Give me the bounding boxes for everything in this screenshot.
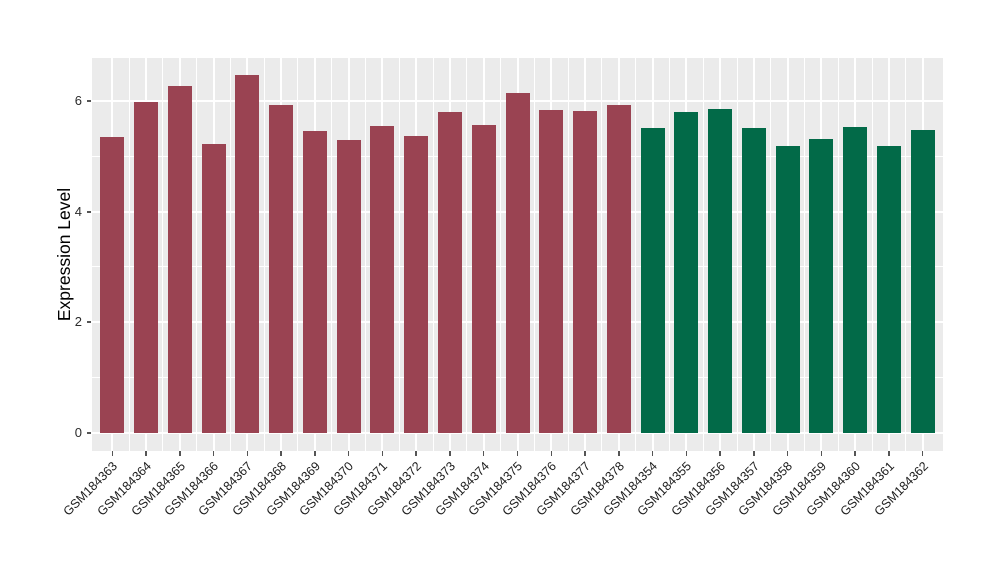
plot-panel (92, 58, 943, 451)
x-tick-GSM184365 (179, 451, 181, 456)
x-tick-GSM184361 (888, 451, 890, 456)
gridline-x-minor (128, 58, 130, 451)
bar-GSM184367 (235, 74, 260, 434)
gridline-x-minor (668, 58, 670, 451)
x-tick-GSM184368 (280, 451, 282, 456)
gridline-x-minor (432, 58, 434, 451)
gridline-y-major-0 (92, 432, 943, 435)
bar-GSM184356 (708, 108, 733, 434)
bar-GSM184370 (336, 140, 361, 434)
bar-GSM184355 (674, 111, 699, 434)
gridline-x-minor (196, 58, 198, 451)
gridline-x-minor (837, 58, 839, 451)
x-tick-GSM184367 (246, 451, 249, 456)
y-tick-6 (86, 99, 91, 102)
bar-GSM184376 (539, 109, 564, 434)
x-tick-GSM184377 (584, 451, 586, 456)
x-tick-GSM184366 (212, 451, 215, 456)
gridline-x-minor (601, 58, 603, 451)
gridline-x-minor (770, 58, 772, 451)
bar-GSM184364 (134, 102, 159, 434)
gridline-x-minor (871, 58, 873, 451)
bar-GSM184369 (302, 131, 327, 434)
gridline-x-minor (702, 58, 704, 451)
y-tick-label-4: 4 (74, 203, 82, 219)
x-tick-GSM184369 (314, 451, 316, 456)
bar-GSM184365 (167, 85, 192, 434)
y-tick-label-0: 0 (74, 425, 82, 441)
bar-GSM184372 (404, 136, 429, 434)
y-tick-label-6: 6 (74, 92, 82, 108)
gridline-x-minor (365, 58, 367, 451)
bar-GSM184361 (876, 145, 901, 434)
x-tick-GSM184357 (753, 451, 755, 456)
bar-GSM184354 (640, 128, 665, 434)
x-tick-GSM184376 (550, 451, 553, 456)
gridline-x-minor (297, 58, 299, 451)
x-tick-GSM184355 (685, 451, 688, 456)
bar-GSM184373 (437, 111, 462, 434)
x-tick-GSM184370 (347, 451, 350, 456)
x-tick-GSM184354 (651, 451, 654, 456)
bar-GSM184357 (741, 128, 766, 434)
x-tick-GSM184363 (111, 451, 113, 456)
x-tick-GSM184378 (618, 451, 620, 456)
gridline-x-minor (736, 58, 738, 451)
gridline-x-minor (635, 58, 637, 451)
x-tick-GSM184359 (820, 451, 823, 456)
bar-GSM184374 (471, 124, 496, 434)
x-tick-GSM184358 (786, 451, 789, 456)
gridline-x-minor (229, 58, 231, 451)
x-tick-GSM184356 (719, 451, 721, 456)
y-axis-title: Expression Level (48, 58, 81, 451)
gridline-x-minor (905, 58, 907, 451)
bar-GSM184378 (606, 105, 631, 434)
bar-GSM184363 (100, 136, 125, 434)
x-tick-GSM184360 (854, 451, 856, 456)
bar-GSM184377 (573, 111, 598, 434)
gridline-x-minor (398, 58, 400, 451)
gridline-x-minor (466, 58, 468, 451)
gridline-x-minor (500, 58, 502, 451)
bar-GSM184359 (809, 139, 834, 434)
x-tick-GSM184364 (145, 451, 147, 456)
bar-GSM184368 (269, 105, 294, 434)
bar-GSM184360 (843, 126, 868, 434)
y-tick-4 (86, 210, 91, 213)
bar-GSM184366 (201, 144, 226, 434)
x-tick-GSM184362 (921, 451, 924, 456)
gridline-x-minor (162, 58, 164, 451)
y-tick-2 (86, 321, 91, 324)
x-tick-GSM184375 (516, 451, 519, 456)
gridline-x-minor (804, 58, 806, 451)
bar-GSM184358 (775, 145, 800, 434)
x-tick-GSM184371 (381, 451, 384, 456)
y-tick-0 (86, 432, 91, 435)
bar-GSM184375 (505, 93, 530, 434)
x-tick-GSM184372 (415, 451, 417, 456)
gridline-x-minor (567, 58, 569, 451)
bar-GSM184371 (370, 126, 395, 434)
x-tick-GSM184373 (449, 451, 451, 456)
gridline-x-minor (331, 58, 333, 451)
gridline-x-minor (263, 58, 265, 451)
y-tick-label-2: 2 (74, 314, 82, 330)
bar-GSM184362 (910, 130, 935, 434)
x-tick-GSM184374 (482, 451, 485, 456)
gridline-x-minor (533, 58, 535, 451)
